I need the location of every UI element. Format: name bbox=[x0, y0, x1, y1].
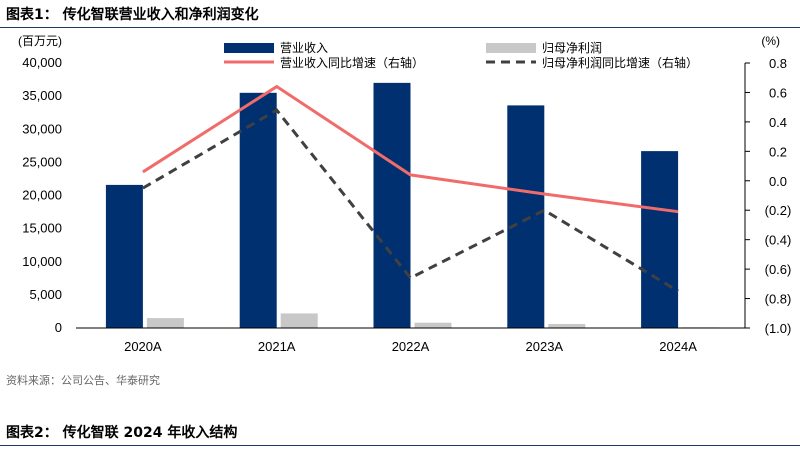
title-rule bbox=[0, 27, 800, 28]
x-tick-label: 2020A bbox=[124, 339, 162, 354]
revenue-bar bbox=[507, 105, 545, 329]
legend-label-revenue: 营业收入 bbox=[280, 41, 328, 55]
left-axis: 0 5,000 10,000 15,000 20,000 25,000 30,000 35,0… bbox=[22, 55, 62, 335]
revenue-bar bbox=[239, 92, 277, 328]
right-tick-label: (0.4) bbox=[765, 233, 792, 248]
right-tick-label: 0.0 bbox=[769, 174, 787, 189]
x-tick-label: 2021A bbox=[258, 339, 296, 354]
revenue-growth-line bbox=[142, 84, 679, 214]
left-tick-label: 40,000 bbox=[22, 55, 62, 70]
right-tick-label: (0.2) bbox=[765, 203, 792, 218]
revenue-bar bbox=[373, 82, 411, 328]
profit-growth-line bbox=[142, 108, 679, 293]
x-axis-labels: 2020A 2021A 2022A 2023A 2024A bbox=[124, 339, 697, 354]
bars bbox=[105, 82, 720, 329]
x-tick-label: 2023A bbox=[526, 339, 564, 354]
right-tick-label: (1.0) bbox=[765, 321, 792, 336]
left-axis-unit: (百万元) bbox=[18, 34, 62, 48]
growth-lines bbox=[142, 84, 679, 293]
left-tick-label: 5,000 bbox=[29, 287, 62, 302]
right-tick-label: 0.2 bbox=[769, 144, 787, 159]
revenue-bar bbox=[641, 151, 679, 328]
right-axis-unit: (%) bbox=[761, 34, 780, 48]
profit-bar bbox=[146, 318, 184, 328]
legend-swatch-profit bbox=[486, 43, 536, 53]
legend-label-profit: 归母净利润 bbox=[542, 41, 602, 55]
revenue-profit-chart: (百万元) (%) 营业收入 归母净利润 营业收入同比增速（右轴） 归母净利润同… bbox=[18, 34, 791, 354]
profit-bar bbox=[548, 324, 586, 328]
right-axis: (1.0) (0.8) (0.6) (0.4) (0.2) 0.0 0.2 0.4 0.6 0.8 bbox=[745, 56, 791, 336]
right-tick-label: 0.4 bbox=[769, 115, 787, 130]
left-tick-label: 10,000 bbox=[22, 254, 62, 269]
right-tick-label: (0.8) bbox=[765, 292, 792, 307]
legend-label-profit-growth: 归母净利润同比增速（右轴） bbox=[542, 55, 698, 70]
left-tick-label: 20,000 bbox=[22, 188, 62, 203]
left-tick-label: 0 bbox=[55, 320, 62, 335]
figure-1-title: 图表1： 传化智联营业收入和净利润变化 bbox=[6, 7, 259, 23]
left-tick-label: 35,000 bbox=[22, 88, 62, 103]
legend-swatch-revenue bbox=[224, 43, 274, 53]
left-tick-label: 15,000 bbox=[22, 221, 62, 236]
revenue-bar bbox=[105, 184, 143, 328]
left-tick-label: 30,000 bbox=[22, 121, 62, 136]
right-tick-label: 0.6 bbox=[769, 85, 787, 100]
right-tick-label: (0.6) bbox=[765, 262, 792, 277]
figure-2-title: 图表2： 传化智联 2024 年收入结构 bbox=[6, 425, 238, 441]
right-tick-label: 0.8 bbox=[769, 56, 787, 71]
profit-bar bbox=[414, 322, 452, 328]
legend-label-revenue-growth: 营业收入同比增速（右轴） bbox=[280, 55, 424, 70]
left-tick-label: 25,000 bbox=[22, 154, 62, 169]
x-tick-label: 2022A bbox=[392, 339, 430, 354]
x-tick-label: 2024A bbox=[659, 339, 697, 354]
title-rule-2 bbox=[0, 445, 800, 446]
source-note: 资料来源：公司公告、华泰研究 bbox=[6, 374, 160, 387]
profit-bar bbox=[280, 313, 318, 328]
